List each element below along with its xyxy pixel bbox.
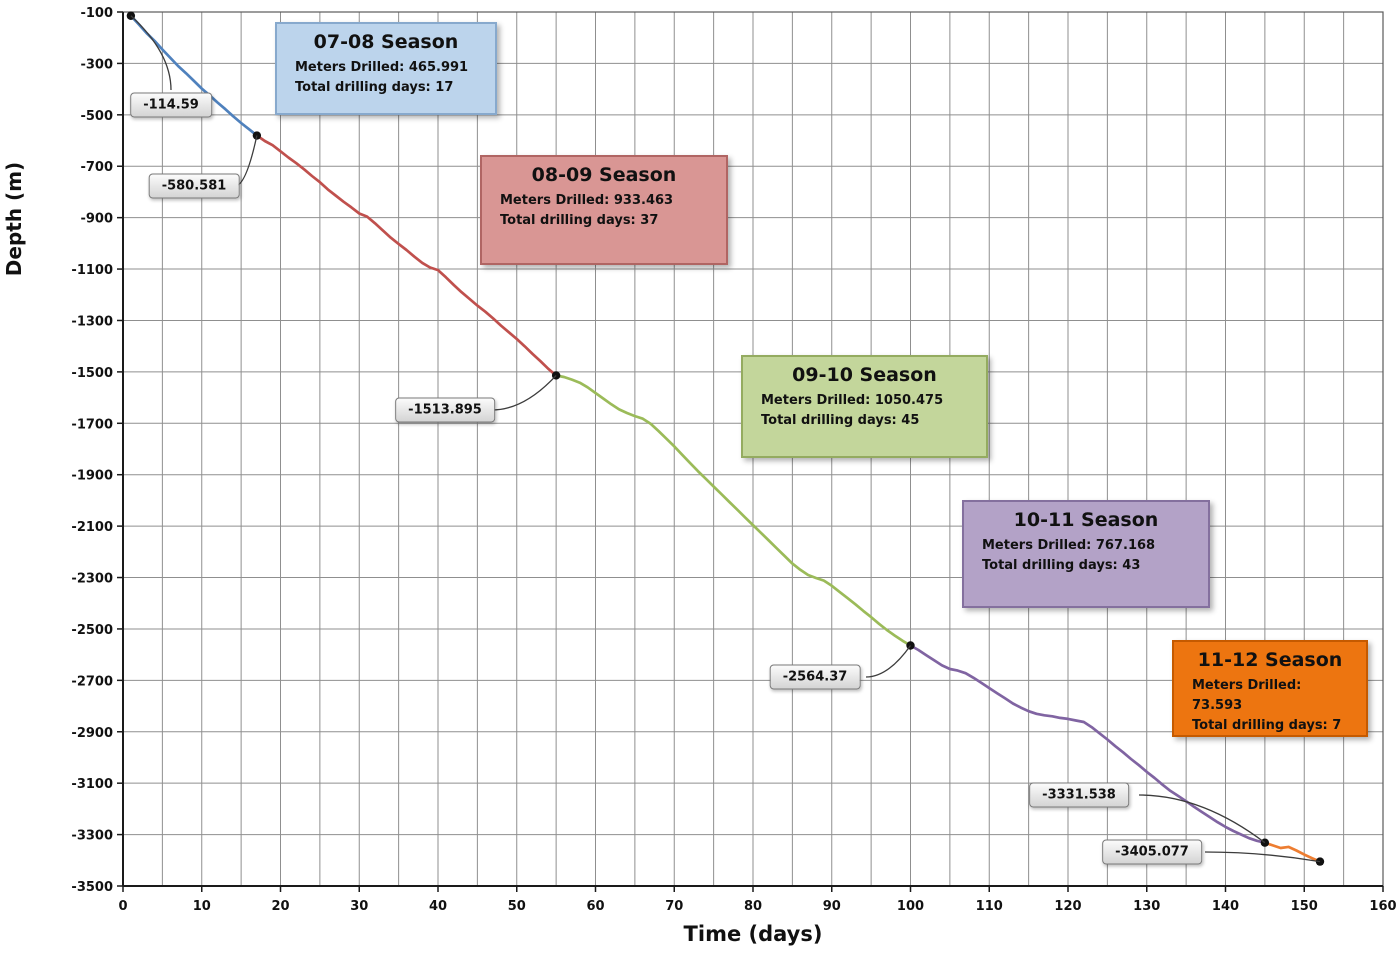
season-meters-drilled-08-09: Meters Drilled: 933.463 xyxy=(500,193,674,208)
season-title-08-09: 08-09 Season xyxy=(531,164,677,186)
svg-text:-2300: -2300 xyxy=(71,572,113,587)
svg-text:-700: -700 xyxy=(80,160,113,175)
depth-callout-580: -580.581 xyxy=(148,173,240,199)
annotation-box-10-11-season: 10-11 Season Meters Drilled: 767.168 Tot… xyxy=(962,500,1210,608)
svg-text:-2700: -2700 xyxy=(71,674,113,689)
season-drilling-days-10-11: Total drilling days: 43 xyxy=(982,558,1141,574)
x-axis-title: Time (days) xyxy=(683,922,823,946)
season-title-07-08: 07-08 Season xyxy=(313,31,459,53)
svg-text:130: 130 xyxy=(1133,899,1160,914)
svg-text:-3500: -3500 xyxy=(71,880,113,895)
svg-text:-3300: -3300 xyxy=(71,829,113,844)
depth-callout-3331: -3331.538 xyxy=(1029,782,1129,808)
svg-text:-1900: -1900 xyxy=(71,469,113,484)
depth-callout-114: -114.59 xyxy=(130,92,212,118)
season-drilling-days-07-08: Total drilling days: 17 xyxy=(295,80,454,96)
season-meters-drilled-10-11: Meters Drilled: 767.168 xyxy=(982,538,1156,553)
svg-text:70: 70 xyxy=(665,899,683,914)
svg-text:50: 50 xyxy=(508,899,526,914)
season-drilling-days-08-09: Total drilling days: 37 xyxy=(500,213,659,229)
svg-text:0: 0 xyxy=(118,899,127,914)
svg-text:60: 60 xyxy=(586,899,604,914)
svg-text:90: 90 xyxy=(823,899,841,914)
svg-text:-2100: -2100 xyxy=(71,520,113,535)
svg-text:-900: -900 xyxy=(80,212,113,227)
season-title-10-11: 10-11 Season xyxy=(1013,509,1159,531)
annotation-box-07-08-season: 07-08 Season Meters Drilled: 465.991 Tot… xyxy=(275,22,497,115)
svg-text:-300: -300 xyxy=(80,57,113,72)
svg-text:110: 110 xyxy=(976,899,1003,914)
svg-text:-2500: -2500 xyxy=(71,623,113,638)
svg-text:120: 120 xyxy=(1054,899,1081,914)
svg-text:-3100: -3100 xyxy=(71,777,113,792)
annotation-box-09-10-season: 09-10 Season Meters Drilled: 1050.475 To… xyxy=(741,355,988,458)
svg-text:150: 150 xyxy=(1291,899,1318,914)
svg-text:160: 160 xyxy=(1369,899,1396,914)
svg-text:-100: -100 xyxy=(80,6,113,21)
svg-text:-1500: -1500 xyxy=(71,366,113,381)
season-title-11-12: 11-12 Season xyxy=(1197,649,1343,671)
y-axis-title: Depth (m) xyxy=(2,161,26,277)
svg-text:100: 100 xyxy=(897,899,924,914)
svg-text:40: 40 xyxy=(429,899,447,914)
season-meters-drilled-07-08: Meters Drilled: 465.991 xyxy=(295,60,469,75)
season-drilling-days-09-10: Total drilling days: 45 xyxy=(761,413,920,429)
depth-callout-3405: -3405.077 xyxy=(1102,839,1202,865)
svg-text:10: 10 xyxy=(193,899,211,914)
annotation-box-11-12-season: 11-12 Season Meters Drilled: 73.593 Tota… xyxy=(1172,640,1368,737)
svg-text:-2900: -2900 xyxy=(71,726,113,741)
svg-text:30: 30 xyxy=(350,899,368,914)
depth-callout-1513: -1513.895 xyxy=(395,397,495,423)
season-drilling-days-11-12: Total drilling days: 7 xyxy=(1192,718,1342,734)
season-meters-drilled-09-10: Meters Drilled: 1050.475 xyxy=(761,393,944,408)
svg-text:-1700: -1700 xyxy=(71,417,113,432)
svg-text:20: 20 xyxy=(271,899,289,914)
season-title-09-10: 09-10 Season xyxy=(792,364,937,386)
svg-text:-500: -500 xyxy=(80,109,113,124)
depth-callout-2564: -2564.37 xyxy=(769,664,861,690)
svg-text:-1300: -1300 xyxy=(71,314,113,329)
svg-text:-1100: -1100 xyxy=(71,263,113,278)
svg-text:140: 140 xyxy=(1212,899,1239,914)
season-meters-drilled-11-12: Meters Drilled: 73.593 xyxy=(1192,678,1302,714)
svg-text:80: 80 xyxy=(744,899,762,914)
annotation-box-08-09-season: 08-09 Season Meters Drilled: 933.463 Tot… xyxy=(480,155,728,265)
